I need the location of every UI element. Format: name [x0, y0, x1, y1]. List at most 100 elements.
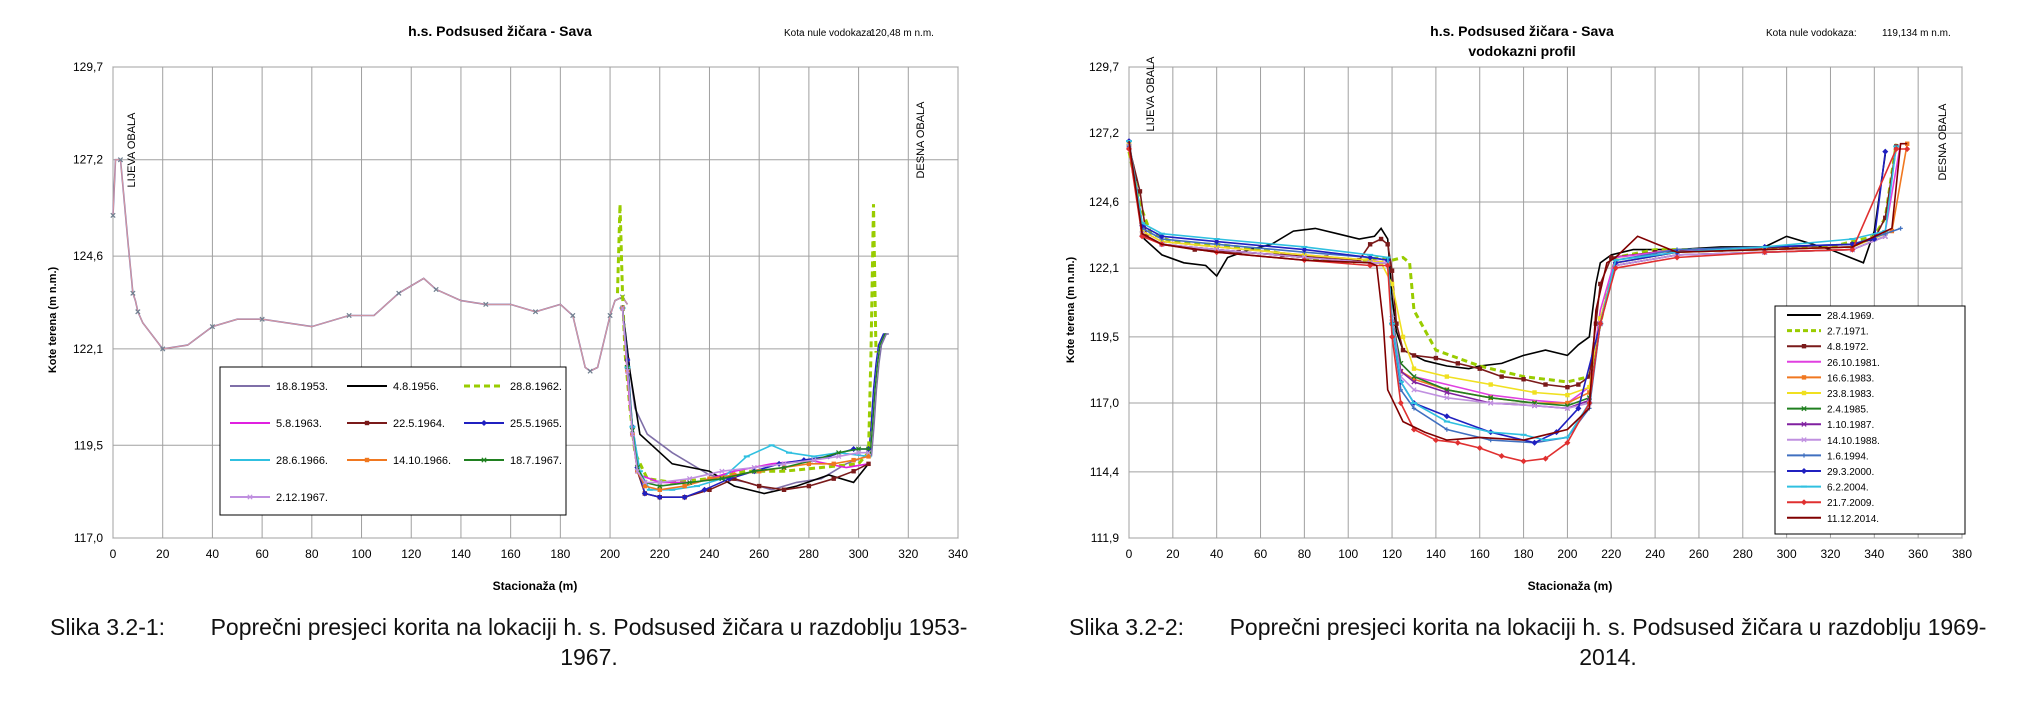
- y-tick-label: 117,0: [74, 531, 103, 545]
- x-tick-label: 100: [352, 547, 372, 561]
- x-tick-label: 320: [898, 547, 918, 561]
- x-tick-label: 200: [600, 547, 620, 561]
- series-6-point: [641, 490, 648, 497]
- series-3-point: [1378, 236, 1384, 242]
- legend-label: 18.8.1953.: [276, 381, 328, 393]
- bank-profile-point: [483, 301, 489, 307]
- series-13-point: [1432, 437, 1439, 444]
- x-tick-label: 20: [1166, 547, 1180, 561]
- y-tick-label: 114,4: [1090, 465, 1119, 479]
- series-8-point: [1411, 379, 1417, 385]
- bank-profile-point: [532, 309, 539, 315]
- series-3-point: [1385, 242, 1390, 247]
- chart-2-left-bank-label: LIJEVA OBALA: [1145, 56, 1157, 132]
- chart-2-kota-label: Kota nule vodokaza:: [1766, 28, 1857, 39]
- caption-1-number: Slika 3.2-1:: [50, 614, 166, 640]
- series-6-point: [1488, 382, 1493, 387]
- series-3-point: [1455, 361, 1461, 366]
- series-10-point: [836, 453, 842, 460]
- chart-1-series: [110, 157, 889, 501]
- chart-2-subtitle: vodokazni profil: [1468, 43, 1575, 59]
- series-6-point: [1411, 366, 1417, 371]
- series-11-point: [1531, 439, 1538, 446]
- legend-label: 2.7.1971.: [1827, 327, 1869, 338]
- y-tick-label: 129,7: [73, 60, 103, 74]
- bank-profile-point: [135, 309, 141, 315]
- series-10-point: [1444, 427, 1450, 432]
- series-9-point: [1564, 405, 1571, 411]
- bank-profile-point: [346, 312, 352, 319]
- legend-label: 22.5.1964.: [393, 418, 445, 430]
- chart-2-title: h.s. Podsused žičara - Sava: [1430, 23, 1614, 39]
- series-line-10: [621, 308, 869, 484]
- chart-1-kota-label: Kota nule vodokaza:: [784, 28, 875, 39]
- series-10-point: [751, 464, 757, 471]
- chart-2-series: [1126, 138, 1911, 465]
- series-9-point: [1444, 395, 1450, 401]
- series-8-point: [866, 454, 871, 459]
- series-6-point: [1565, 392, 1570, 398]
- series-7-point: [1488, 395, 1494, 401]
- bank-profile-point: [570, 312, 576, 319]
- bank-profile-point: [433, 286, 439, 293]
- x-tick-label: 160: [501, 547, 521, 561]
- bank-profile-point: [587, 368, 593, 374]
- series-13-point: [1612, 265, 1619, 272]
- x-tick-label: 340: [948, 547, 968, 561]
- series-8-point: [657, 487, 662, 492]
- series-11-point: [1882, 148, 1889, 155]
- series-10-point: [855, 450, 862, 456]
- series-5-point: [866, 461, 871, 467]
- legend-label: 2.4.1985.: [1827, 405, 1869, 416]
- series-13-point: [1384, 262, 1391, 269]
- series-6-point: [656, 494, 663, 501]
- x-tick-label: 100: [1338, 547, 1358, 561]
- caption-1-text: Poprečni presjeci korita na lokaciji h. …: [210, 614, 968, 670]
- series-3-point: [1389, 268, 1395, 273]
- chart-2-legend: 28.4.1969. 2.7.1971. 4.8.1972. 26.10.1981. 1…: [1774, 305, 1966, 535]
- legend-label: 26.10.1981.: [1827, 358, 1880, 369]
- series-5-point: [756, 483, 762, 489]
- series-9-point: [1411, 387, 1417, 393]
- series-13-point: [1674, 254, 1681, 261]
- series-5-point: [781, 487, 787, 492]
- legend-swatch-marker: [1801, 344, 1807, 349]
- series-13-point: [1454, 439, 1461, 446]
- legend-label: 29.3.2000.: [1827, 467, 1874, 478]
- series-8-point: [831, 461, 836, 467]
- series-13-point: [1893, 146, 1900, 153]
- series-3-point: [1400, 347, 1406, 353]
- chart-1-tick-labels: 0 20 40 60 80 100 120 140 160 180 200 220 240 260 280 3…: [73, 60, 968, 561]
- series-8-point: [851, 457, 856, 463]
- legend-label: 14.10.1988.: [1827, 436, 1880, 447]
- legend-box: [219, 366, 567, 516]
- caption-2-number: Slika 3.2-2:: [1069, 614, 1185, 640]
- series-13-point: [1397, 400, 1404, 407]
- bank-profile-point: [110, 212, 116, 218]
- series-3-point: [1543, 382, 1548, 387]
- series-11-point: [1575, 405, 1582, 412]
- x-tick-label: 0: [1126, 547, 1133, 561]
- series-8-point: [642, 483, 648, 489]
- series-6-point: [1389, 281, 1395, 287]
- y-tick-label: 117,0: [1090, 396, 1119, 410]
- series-5-point: [851, 469, 856, 474]
- bank-profile-point: [130, 290, 136, 296]
- series-6-point: [701, 486, 708, 493]
- bank-profile-point: [160, 346, 166, 352]
- series-13-point: [1542, 455, 1549, 462]
- x-tick-label: 40: [1210, 547, 1224, 561]
- series-3-point: [1576, 382, 1581, 387]
- x-tick-label: 80: [305, 547, 319, 561]
- chart-1-xlabel: Stacionaža (m): [493, 579, 578, 593]
- y-tick-label: 127,2: [1089, 126, 1119, 140]
- y-tick-label: 122,1: [73, 342, 103, 356]
- legend-swatch-marker: [1801, 405, 1807, 412]
- y-tick-label: 124,6: [1089, 195, 1119, 209]
- x-tick-label: 180: [1514, 547, 1534, 561]
- x-tick-label: 140: [1426, 547, 1446, 561]
- series-13-point: [1597, 320, 1604, 327]
- legend-label: 1.10.1987.: [1827, 420, 1874, 431]
- series-3-point: [1137, 189, 1143, 194]
